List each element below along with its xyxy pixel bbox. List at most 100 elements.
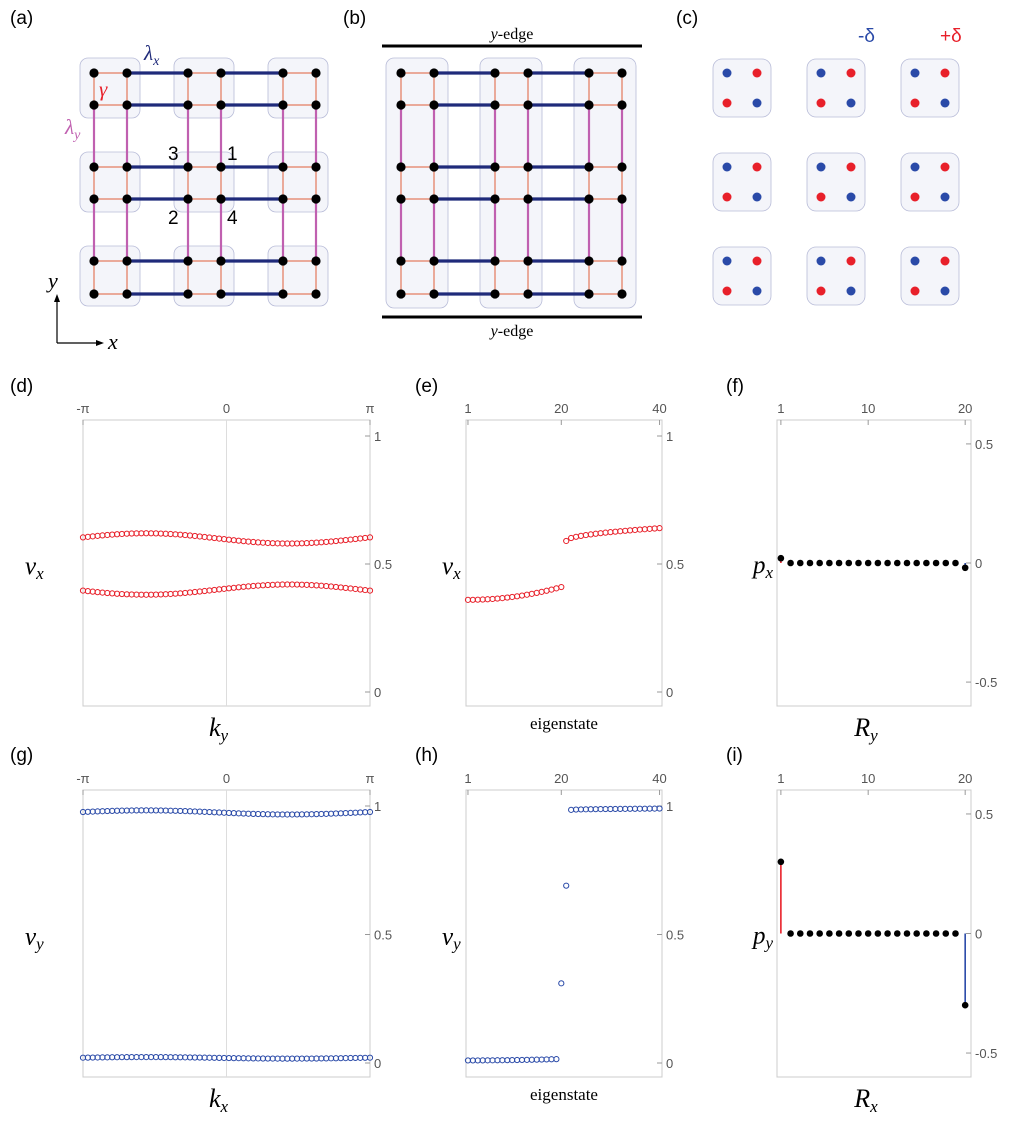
minus-delta-site xyxy=(940,286,950,296)
stem-marker xyxy=(855,559,862,567)
lattice-site xyxy=(183,68,193,78)
lattice-site xyxy=(523,68,533,78)
lattice-site xyxy=(183,162,193,172)
lattice-site xyxy=(311,289,321,299)
chart-d: -π 0 π 1 0.5 0 vx ky xyxy=(25,401,392,745)
top-tick-label: 1 xyxy=(464,401,471,416)
chart-i: 1 10 20 0.5 0 -0.5 py Rx xyxy=(751,771,997,1116)
right-tick-label: 0.5 xyxy=(666,557,684,572)
lattice-site xyxy=(311,162,321,172)
lattice-site xyxy=(584,100,594,110)
minus-delta-site xyxy=(940,98,950,108)
stem-marker xyxy=(893,559,901,567)
data-point xyxy=(572,533,580,540)
stem-marker xyxy=(816,930,823,937)
panel-label-c: (c) xyxy=(676,8,698,29)
lattice-site xyxy=(122,100,132,110)
data-point xyxy=(509,593,516,601)
top-tick-label: 0 xyxy=(223,771,230,786)
lattice-site xyxy=(617,256,627,266)
stem-marker xyxy=(884,559,891,567)
data-point xyxy=(622,527,629,534)
top-tick-label: π xyxy=(366,401,375,416)
data-point xyxy=(504,594,511,601)
chart-f: 1 10 20 0.5 0 -0.5 px Ry xyxy=(751,401,997,745)
top-tick-label: 10 xyxy=(861,771,875,786)
lattice-site xyxy=(429,256,439,266)
lattice-site xyxy=(216,100,226,110)
unit-cell xyxy=(385,57,449,309)
onsite-cells-c xyxy=(712,58,960,306)
lattice-site xyxy=(396,100,406,110)
right-tick-label: 0 xyxy=(975,927,982,942)
y-axis-label: vy xyxy=(442,924,461,954)
top-tick-label: 20 xyxy=(554,771,568,786)
data-point xyxy=(646,525,653,532)
data-point xyxy=(366,808,374,816)
unit-cell xyxy=(267,151,329,213)
data-point xyxy=(568,534,575,542)
minus-delta-site xyxy=(910,68,920,78)
lattice-site xyxy=(89,256,99,266)
stem-marker xyxy=(961,564,969,572)
lattice-site xyxy=(490,162,500,172)
plus-delta-site xyxy=(910,98,920,108)
data-point xyxy=(563,882,570,889)
right-tick-label: 0 xyxy=(374,685,381,700)
panel-label-h: (h) xyxy=(415,745,438,766)
stem-marker xyxy=(787,930,794,937)
data-point xyxy=(656,525,663,532)
lattice-site xyxy=(523,256,533,266)
data-point xyxy=(597,530,604,537)
minus-delta-site xyxy=(752,192,762,202)
lattice-site xyxy=(523,100,533,110)
stem-marker xyxy=(923,559,930,567)
plus-delta-site xyxy=(940,162,950,172)
plus-delta-site xyxy=(722,192,732,202)
lattice-site xyxy=(122,68,132,78)
top-tick-label: 20 xyxy=(958,771,972,786)
top-tick-label: π xyxy=(366,771,375,786)
plus-delta-site xyxy=(752,256,762,266)
stem-marker xyxy=(864,930,872,937)
lattice-site xyxy=(617,100,627,110)
data-point xyxy=(656,805,663,812)
lattice-site xyxy=(122,256,132,266)
plus-delta-site xyxy=(910,192,920,202)
top-tick-label: 1 xyxy=(777,771,784,786)
minus-delta-site xyxy=(940,192,950,202)
lattice-site xyxy=(429,289,439,299)
lattice-site xyxy=(490,68,500,78)
data-point xyxy=(558,583,565,591)
unit-cell xyxy=(900,58,960,118)
y-axis-label: py xyxy=(751,923,774,953)
stem-marker xyxy=(845,930,853,937)
data-point xyxy=(366,1054,374,1061)
minus-delta-site xyxy=(816,68,826,78)
lattice-site xyxy=(278,256,288,266)
lattice-site xyxy=(183,194,193,204)
y-axis-label: vx xyxy=(442,553,461,583)
minus-delta-site xyxy=(722,68,732,78)
data-point xyxy=(553,1056,560,1063)
lattice-site xyxy=(396,162,406,172)
plus-delta-site xyxy=(722,286,732,296)
stem-marker xyxy=(777,858,785,866)
minus-delta-site xyxy=(752,98,762,108)
unit-cell xyxy=(267,57,329,119)
lattice-site xyxy=(396,289,406,299)
plus-delta-site xyxy=(940,68,950,78)
data-point xyxy=(494,595,501,602)
data-point xyxy=(366,587,374,594)
top-tick-label: -π xyxy=(76,771,89,786)
minus-delta-site xyxy=(816,162,826,172)
x-axis-label: Rx xyxy=(853,1084,878,1116)
top-tick-label: 10 xyxy=(861,401,875,416)
lattice-site xyxy=(311,100,321,110)
stem-marker xyxy=(777,554,785,562)
data-point xyxy=(563,537,570,545)
stem-marker xyxy=(874,559,882,567)
data-point xyxy=(651,525,658,532)
unit-cell xyxy=(900,152,960,212)
